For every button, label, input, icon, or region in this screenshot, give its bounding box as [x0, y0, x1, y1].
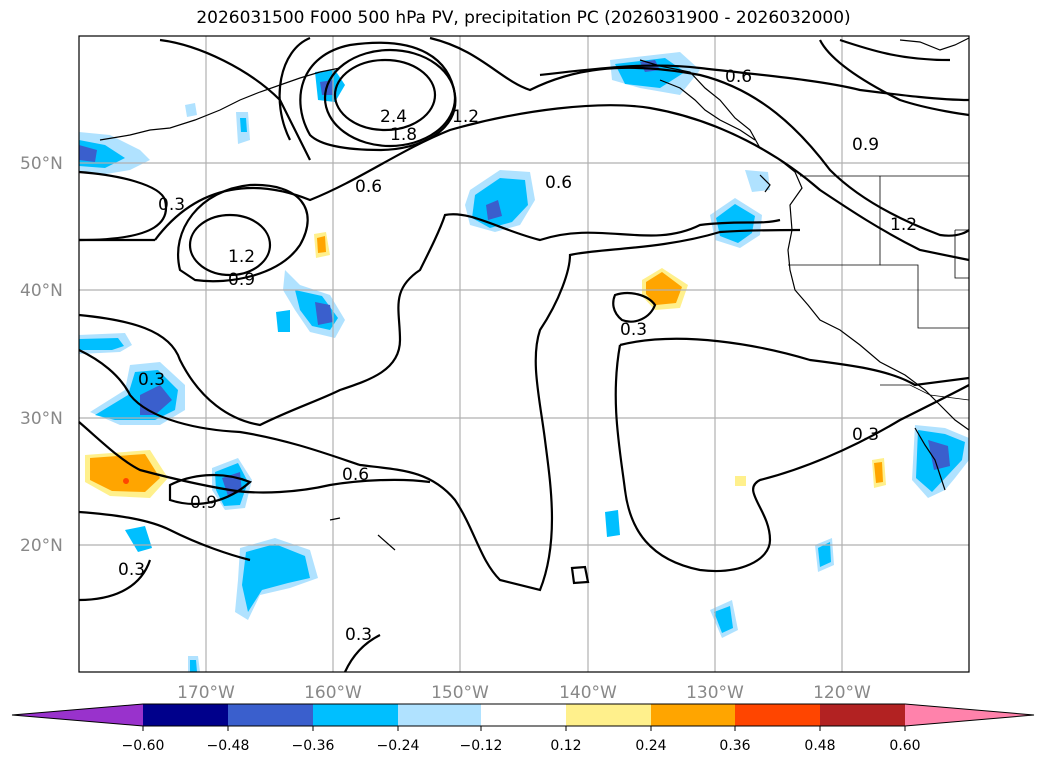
lon-label-130w: 130°W — [686, 683, 744, 703]
contour-label: 0.3 — [158, 195, 185, 215]
contour-label: 1.2 — [452, 107, 479, 127]
contour-label: 0.3 — [345, 625, 372, 645]
graticule — [79, 36, 969, 672]
colorbar-segment — [651, 704, 735, 726]
contour-label: 0.6 — [725, 67, 752, 87]
contour-label: 1.2 — [890, 215, 917, 235]
lon-label-160w: 160°W — [304, 683, 362, 703]
colorbar-segment — [398, 704, 481, 726]
colorbar-tick: 0.60 — [889, 738, 920, 754]
contour-label: 0.9 — [228, 270, 255, 290]
colorbar-tick: −0.48 — [207, 738, 250, 754]
contour-label: 0.3 — [138, 370, 165, 390]
lon-label-120w: 120°W — [813, 683, 871, 703]
lat-labels: 50°N 40°N 30°N 20°N — [20, 154, 63, 556]
lat-label-20n: 20°N — [20, 536, 63, 556]
colorbar-segment — [313, 704, 398, 726]
colorbar-segment — [820, 704, 905, 726]
colorbar-segment — [12, 704, 143, 726]
lon-label-140w: 140°W — [559, 683, 617, 703]
colorbar-segment — [143, 704, 228, 726]
colorbar-tick: 0.36 — [719, 738, 750, 754]
colorbar-tick: −0.36 — [292, 738, 335, 754]
contour-label: 0.3 — [620, 320, 647, 340]
colorbar-tick: 0.48 — [804, 738, 835, 754]
contour-label: 0.6 — [342, 465, 369, 485]
contour-label: 1.2 — [228, 247, 255, 267]
contour-label: 0.6 — [355, 177, 382, 197]
colorbar-tick: −0.24 — [377, 738, 420, 754]
contour-label: 1.8 — [390, 125, 417, 145]
colorbar-tick: 0.12 — [550, 738, 581, 754]
colorbar-segment — [735, 704, 820, 726]
colorbar-segment — [566, 704, 651, 726]
contour-label: 2.4 — [380, 107, 407, 127]
colorbar: −0.60 −0.48 −0.36 −0.24 −0.12 0.12 0.24 … — [11, 703, 1035, 754]
colorbar-segment — [481, 704, 566, 726]
contour-labels: 2.4 1.8 1.2 0.6 0.6 0.9 0.3 1.2 0.9 1.2 … — [118, 67, 917, 645]
colorbar-tick: −0.12 — [460, 738, 503, 754]
colorbar-segment — [228, 704, 313, 726]
contour-label: 0.3 — [852, 425, 879, 445]
lat-label-40n: 40°N — [20, 281, 63, 301]
colorbar-tick: 0.24 — [635, 738, 666, 754]
lat-label-50n: 50°N — [20, 154, 63, 174]
lon-label-150w: 150°W — [431, 683, 489, 703]
contour-label: 0.9 — [852, 135, 879, 155]
map-background — [79, 36, 969, 672]
map-title: 2026031500 F000 500 hPa PV, precipitatio… — [196, 8, 851, 28]
boundaries — [788, 175, 970, 401]
pv-contours — [78, 36, 970, 673]
colorbar-tick: −0.60 — [122, 738, 165, 754]
lon-label-170w: 170°W — [177, 683, 235, 703]
contour-label: 0.3 — [118, 560, 145, 580]
lat-label-30n: 30°N — [20, 409, 63, 429]
contour-label: 0.9 — [190, 493, 217, 513]
colorbar-segment — [905, 704, 1034, 726]
contour-label: 0.6 — [545, 173, 572, 193]
lon-labels: 170°W 160°W 150°W 140°W 130°W 120°W — [177, 683, 871, 703]
map-frame — [78, 35, 970, 673]
coastlines — [99, 37, 970, 551]
